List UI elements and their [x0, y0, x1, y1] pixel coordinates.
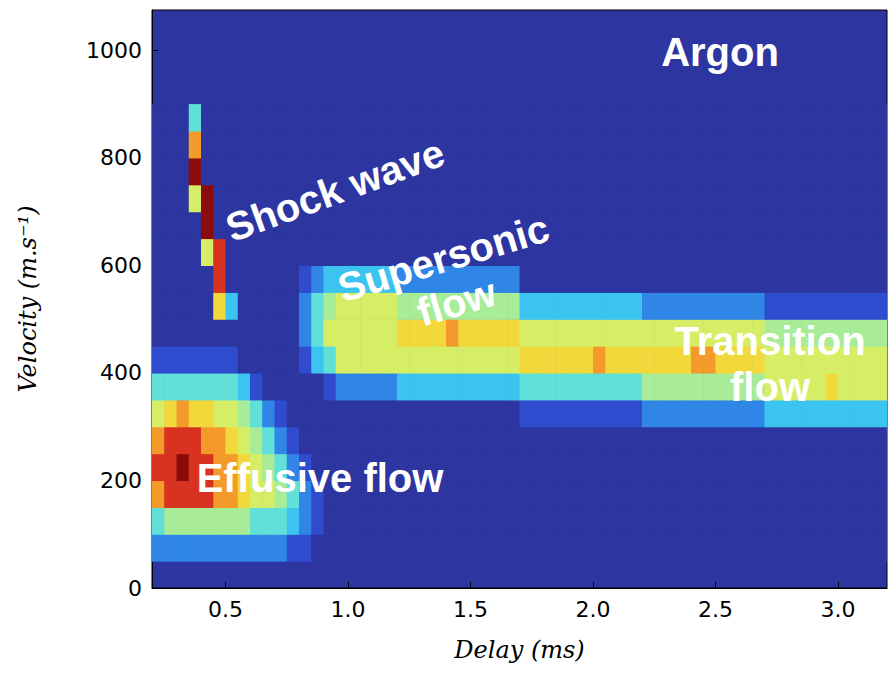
svg-text:Transition: Transition: [674, 319, 865, 363]
svg-text:600: 600: [100, 253, 142, 278]
svg-text:Shock wave: Shock wave: [220, 130, 450, 250]
svg-text:1.5: 1.5: [453, 597, 488, 622]
svg-text:0: 0: [128, 576, 142, 601]
svg-text:2.5: 2.5: [698, 597, 733, 622]
svg-text:Argon: Argon: [661, 30, 779, 74]
svg-text:1000: 1000: [86, 38, 142, 63]
svg-text:Delay (ms): Delay (ms): [453, 636, 584, 664]
svg-text:2.0: 2.0: [576, 597, 611, 622]
svg-text:Supersonic: Supersonic: [332, 205, 554, 311]
svg-text:200: 200: [100, 468, 142, 493]
svg-text:1.0: 1.0: [331, 597, 366, 622]
svg-text:800: 800: [100, 145, 142, 170]
svg-text:0.5: 0.5: [208, 597, 243, 622]
svg-text:400: 400: [100, 360, 142, 385]
svg-text:3.0: 3.0: [821, 597, 856, 622]
svg-text:Velocity (m.s⁻¹): Velocity (m.s⁻¹): [14, 205, 42, 392]
svg-text:flow: flow: [412, 269, 502, 334]
svg-text:Effusive flow: Effusive flow: [197, 456, 445, 500]
svg-text:flow: flow: [730, 365, 811, 409]
